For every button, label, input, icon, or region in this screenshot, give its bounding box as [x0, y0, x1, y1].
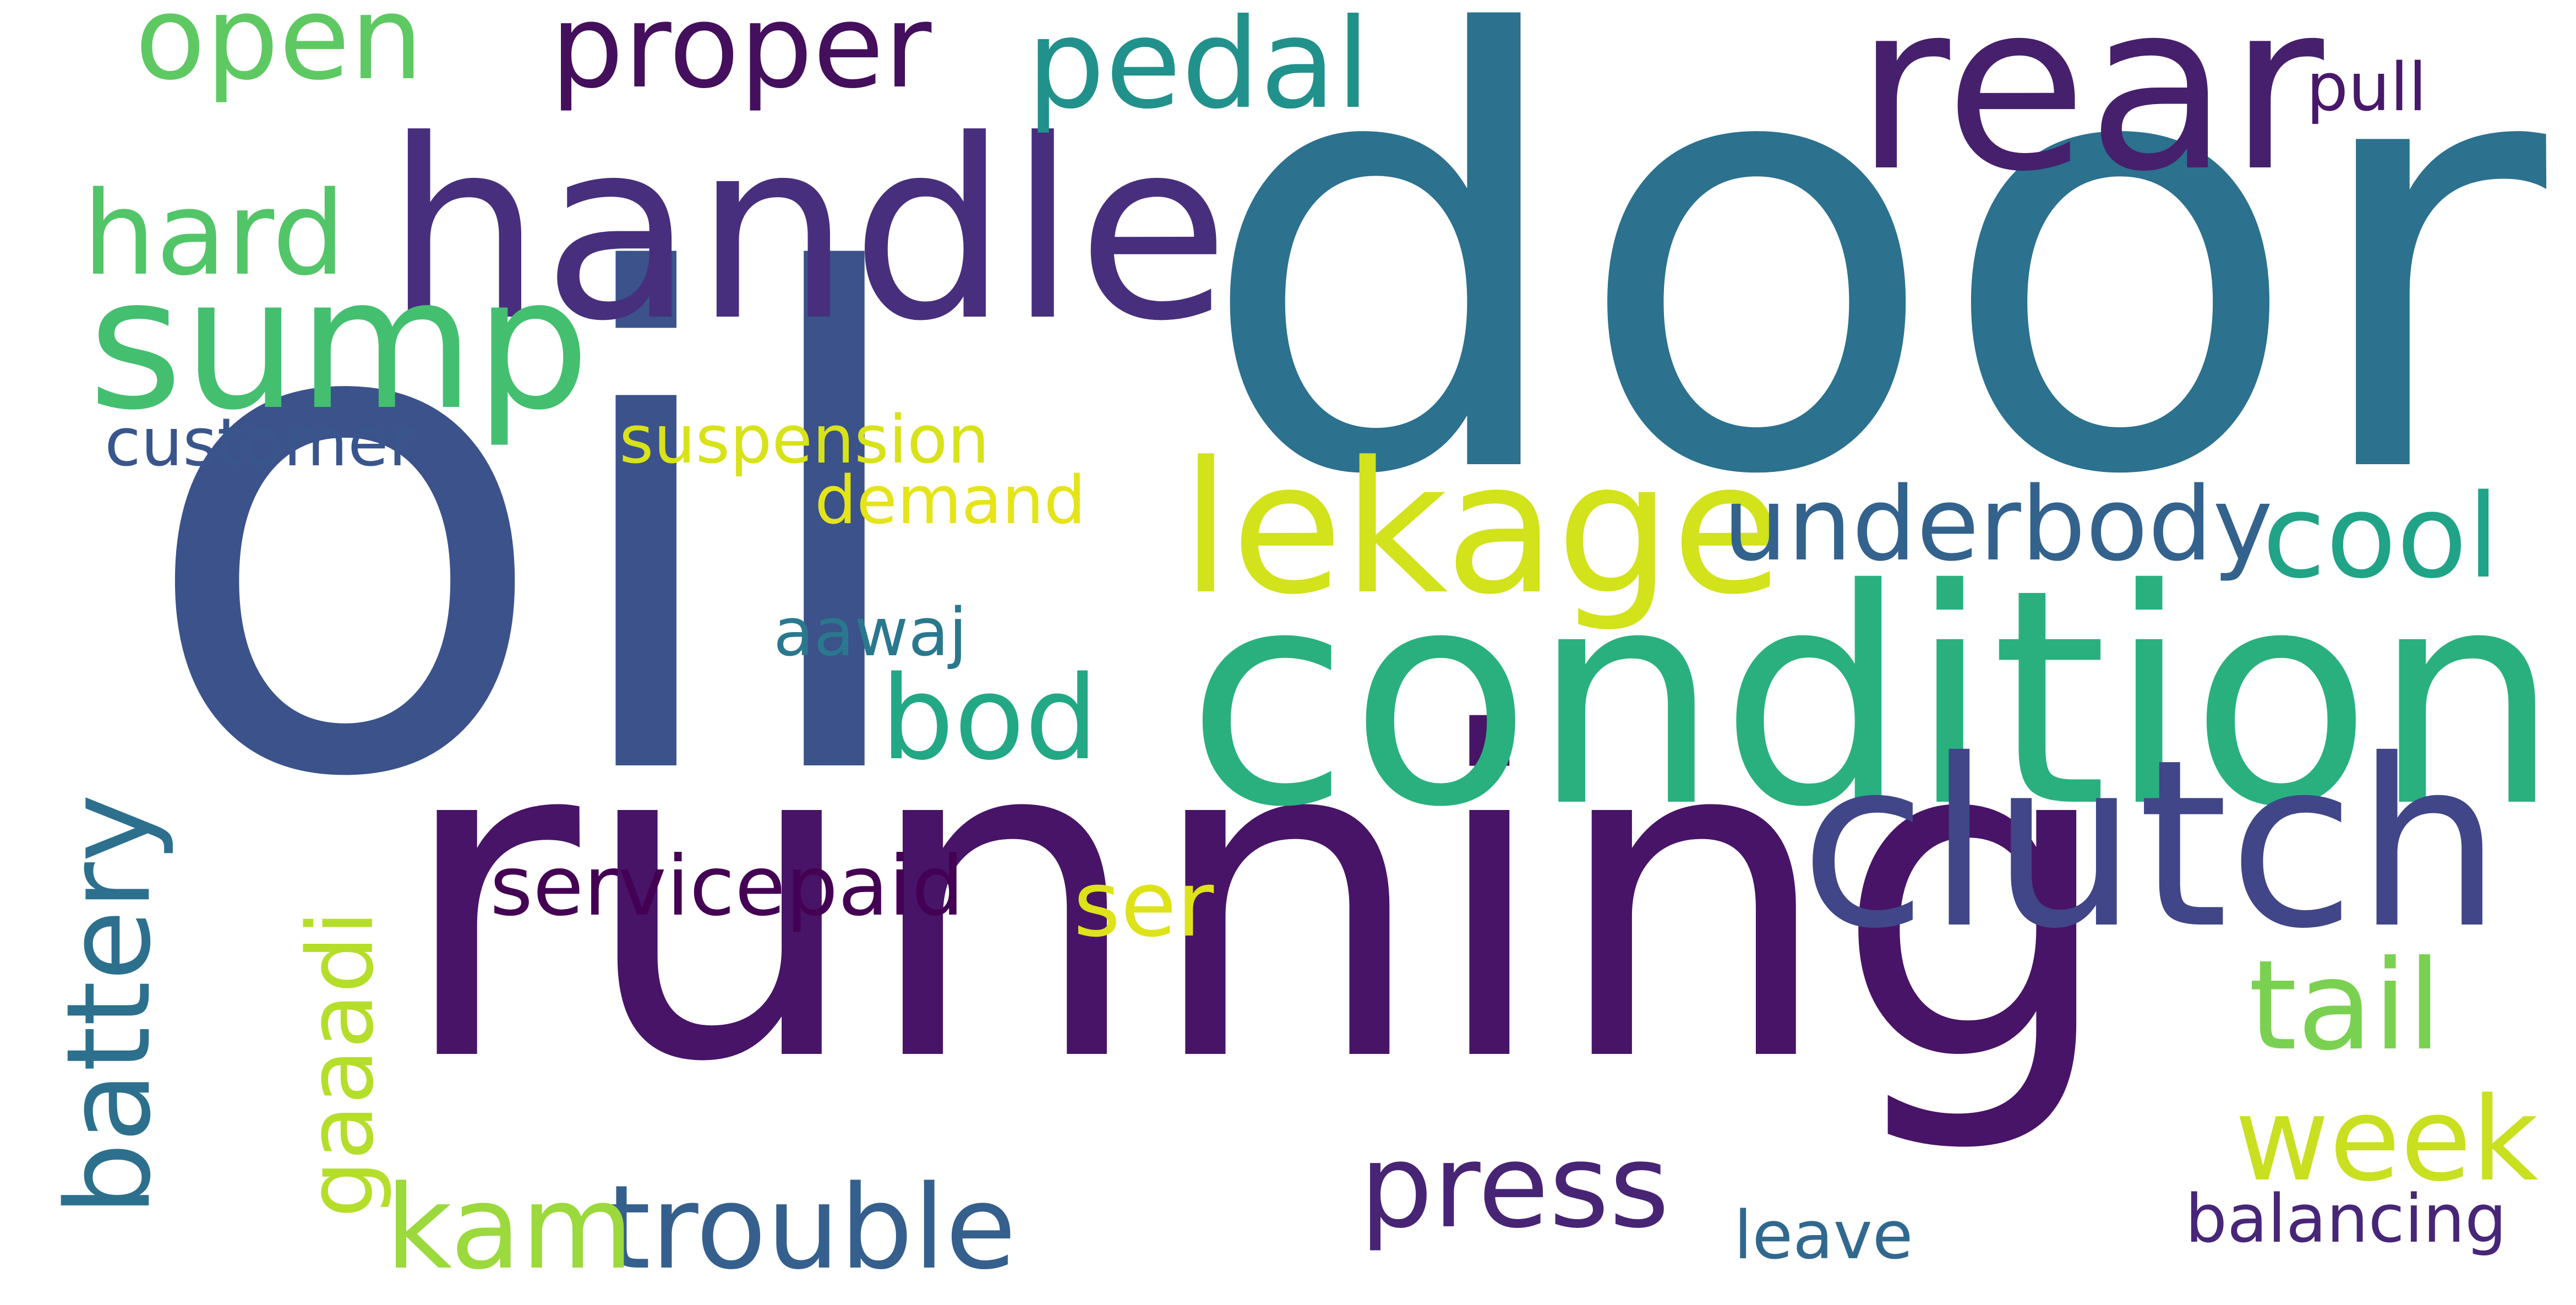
word-hard: hard [83, 166, 346, 301]
word-running: running [396, 640, 2117, 1160]
word-bod: bod [881, 651, 1099, 786]
word-sump: sump [88, 238, 591, 450]
word-open: open [135, 0, 424, 106]
word-pedal: pedal [1027, 0, 1371, 137]
word-tail: tail [2248, 934, 2442, 1078]
word-aawaj: aawaj [773, 595, 968, 671]
word-lekage: lekage [1181, 423, 1783, 634]
word-week: week [2235, 1072, 2539, 1207]
word-trouble: trouble [605, 1160, 1017, 1295]
word-balancing: balancing [2185, 1181, 2507, 1258]
word-ser: ser [1073, 851, 1214, 957]
word-suspension: suspension [619, 402, 990, 479]
word-rear: rear [1855, 0, 2324, 222]
word-kam: kam [385, 1160, 634, 1295]
word-cool: cool [2262, 469, 2499, 604]
word-customer: customer [105, 405, 416, 481]
word-underbody: underbody [1723, 465, 2273, 584]
word-leave: leave [1734, 1198, 1913, 1274]
word-clutch: clutch [1800, 710, 2502, 980]
word-condition: condition [1186, 526, 2561, 872]
word-door: door [1197, 0, 2547, 605]
word-demand: demand [815, 463, 1086, 539]
word-proper: proper [550, 0, 932, 114]
word-battery: battery [41, 793, 177, 1216]
word-gaaadi: gaaadi [287, 910, 394, 1218]
word-press: press [1360, 1119, 1670, 1254]
word-pull: pull [2306, 50, 2427, 126]
word-handle: handle [385, 87, 1230, 376]
word-servicepaid: servicepaid [490, 839, 964, 934]
word-oil: oil [138, 137, 929, 926]
